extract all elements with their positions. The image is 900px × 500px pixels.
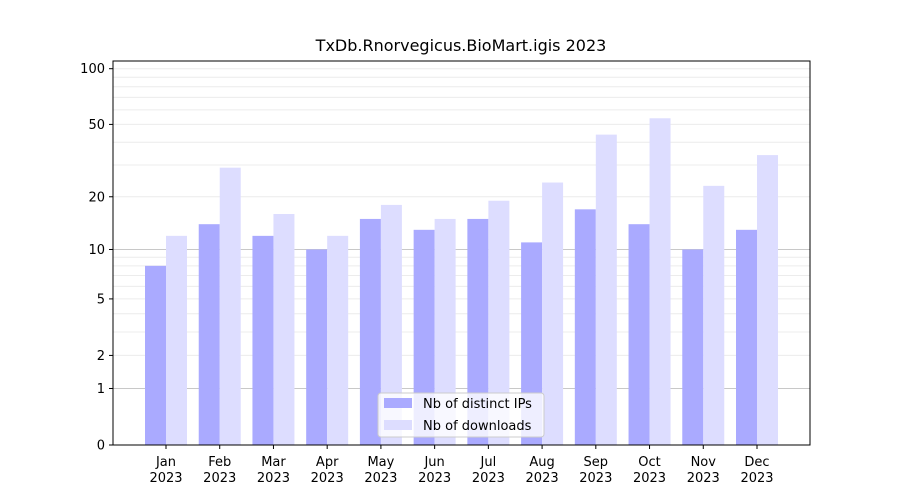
legend-label-downloads: Nb of downloads	[423, 419, 532, 434]
bar-distinct-ips-may	[359, 218, 381, 445]
bar-distinct-ips-jul	[467, 218, 489, 445]
y-tick-label: 100	[80, 62, 105, 77]
x-tick-label-month: May	[367, 455, 394, 470]
x-tick-label-month: Nov	[691, 455, 717, 470]
x-tick-label-year: 2023	[203, 471, 236, 486]
bar-distinct-ips-sep	[574, 209, 596, 445]
bar-distinct-ips-feb	[198, 224, 220, 445]
x-tick-label-year: 2023	[526, 471, 559, 486]
y-axis: 0 1 2 5 10 20 50 100	[80, 62, 113, 454]
bar-downloads-jan	[166, 235, 187, 445]
bar-downloads-may	[380, 204, 402, 445]
x-tick-label-month: Jan	[155, 455, 176, 470]
x-tick-label-month: Aug	[529, 455, 554, 470]
x-tick-label-year: 2023	[311, 471, 344, 486]
x-tick-label-year: 2023	[740, 471, 773, 486]
y-tick-label: 10	[88, 243, 105, 258]
x-tick-label-month: Feb	[208, 455, 231, 470]
x-tick-label-month: Mar	[261, 455, 286, 470]
y-tick-label: 5	[97, 292, 105, 307]
bar-downloads-feb	[219, 167, 241, 446]
bar-downloads-mar	[273, 213, 295, 445]
y-tick-label: 0	[97, 439, 105, 454]
x-tick-label-year: 2023	[472, 471, 505, 486]
x-tick-label-year: 2023	[687, 471, 720, 486]
bar-downloads-sep	[595, 134, 617, 445]
x-tick-label-month: Apr	[316, 455, 339, 470]
x-tick-label-year: 2023	[418, 471, 451, 486]
plot-frame	[112, 60, 811, 446]
bars	[145, 118, 778, 446]
bar-distinct-ips-mar	[252, 235, 274, 445]
x-tick-label-year: 2023	[579, 471, 612, 486]
x-tick-label-month: Jun	[423, 455, 444, 470]
bar-downloads-jul	[488, 200, 510, 445]
bar-downloads-oct	[649, 118, 671, 446]
y-tick-label: 50	[88, 118, 105, 133]
legend-swatch-downloads	[384, 420, 412, 430]
legend: Nb of distinct IPs Nb of downloads	[377, 392, 545, 438]
x-axis: Jan2023Feb2023Mar2023Apr2023May2023Jun20…	[149, 445, 774, 486]
bar-downloads-dec	[757, 155, 778, 445]
bar-distinct-ips-apr	[306, 249, 328, 445]
x-tick-label-year: 2023	[257, 471, 290, 486]
bar-distinct-ips-nov	[682, 249, 704, 445]
x-tick-label-month: Oct	[638, 455, 660, 470]
y-tick-label: 1	[97, 382, 105, 397]
x-tick-label-year: 2023	[633, 471, 666, 486]
bar-downloads-apr	[327, 235, 349, 445]
bar-downloads-nov	[703, 185, 725, 445]
bar-distinct-ips-dec	[736, 229, 757, 445]
x-tick-label-year: 2023	[364, 471, 397, 486]
bar-downloads-jun	[434, 218, 456, 445]
y-tick-label: 20	[88, 190, 105, 205]
bar-distinct-ips-jan	[145, 265, 166, 445]
legend-box	[377, 392, 545, 438]
x-tick-label-month: Dec	[744, 455, 769, 470]
x-tick-label-month: Jul	[480, 455, 497, 470]
legend-label-distinct-ips: Nb of distinct IPs	[423, 397, 532, 412]
x-tick-label-month: Sep	[584, 455, 609, 470]
bar-downloads-aug	[542, 182, 564, 445]
y-tick-label: 2	[97, 349, 105, 364]
bar-distinct-ips-oct	[628, 224, 650, 445]
bar-distinct-ips-jun	[413, 229, 435, 445]
x-tick-label-year: 2023	[149, 471, 182, 486]
chart-title: TxDb.Rnorvegicus.BioMart.igis 2023	[315, 36, 607, 55]
legend-swatch-distinct-ips	[384, 398, 412, 408]
